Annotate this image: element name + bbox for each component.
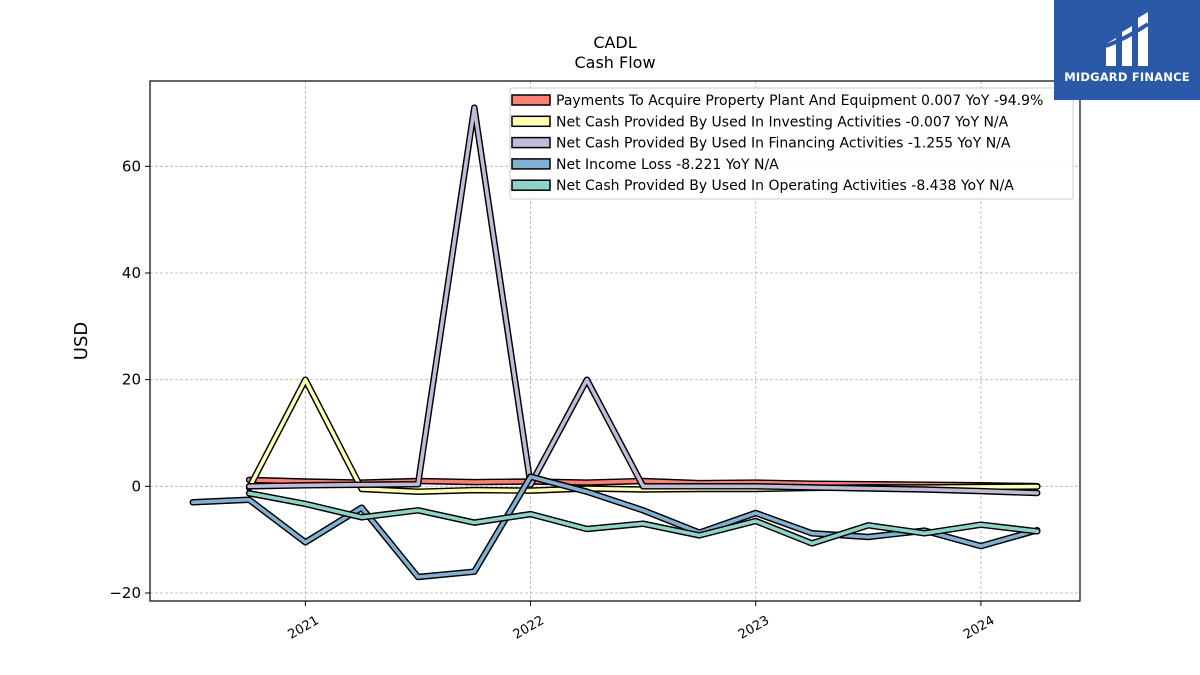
data-point bbox=[979, 485, 983, 489]
chart-title: CADL bbox=[593, 33, 636, 52]
legend-label: Net Income Loss -8.221 YoY N/A bbox=[556, 157, 779, 173]
y-tick-label: 0 bbox=[131, 477, 141, 495]
x-tick-label: 2022 bbox=[511, 613, 547, 643]
data-point bbox=[810, 532, 814, 535]
y-axis-label: USD bbox=[71, 322, 92, 360]
data-point bbox=[754, 511, 757, 515]
data-point bbox=[529, 483, 532, 486]
data-point bbox=[416, 483, 420, 486]
data-point bbox=[416, 575, 420, 579]
data-point bbox=[585, 378, 589, 381]
data-point bbox=[1036, 485, 1039, 488]
data-point bbox=[754, 519, 757, 523]
data-point bbox=[473, 570, 476, 573]
data-point bbox=[247, 485, 251, 488]
legend-box bbox=[509, 87, 1074, 200]
data-point bbox=[698, 534, 701, 537]
data-point bbox=[979, 523, 983, 526]
series-line bbox=[191, 474, 1039, 579]
data-point bbox=[473, 106, 476, 109]
data-point bbox=[416, 509, 420, 512]
data-point bbox=[529, 489, 532, 492]
data-point bbox=[923, 532, 926, 535]
data-point bbox=[641, 509, 645, 512]
data-point bbox=[923, 488, 926, 491]
data-point bbox=[979, 489, 983, 493]
ticks: −20 0 20 40 60 2021 2022 2023 2024 bbox=[109, 157, 997, 642]
data-point bbox=[304, 378, 307, 381]
legend-label: Payments To Acquire Property Plant And E… bbox=[556, 93, 1043, 109]
x-tick-label: 2024 bbox=[961, 613, 997, 643]
data-point bbox=[416, 490, 420, 493]
data-point bbox=[810, 486, 814, 489]
watermark-logo: MIDGARD FINANCE bbox=[1054, 0, 1200, 100]
data-point bbox=[191, 501, 194, 504]
watermark-text: MIDGARD FINANCE bbox=[1064, 70, 1190, 84]
series-outline bbox=[245, 376, 1041, 495]
data-point bbox=[1036, 491, 1039, 495]
x-tick-label: 2023 bbox=[736, 613, 772, 643]
data-point bbox=[360, 506, 363, 509]
data-point bbox=[247, 492, 251, 495]
data-point bbox=[473, 480, 476, 484]
y-tick-label: 20 bbox=[122, 371, 141, 389]
data-point bbox=[473, 521, 476, 524]
data-point bbox=[304, 541, 307, 544]
data-point bbox=[867, 524, 870, 527]
series-layer bbox=[189, 104, 1041, 581]
series-line bbox=[247, 377, 1039, 494]
chart-subtitle: Cash Flow bbox=[574, 53, 655, 72]
series-line bbox=[247, 491, 1039, 546]
data-point bbox=[1036, 530, 1039, 533]
data-point bbox=[867, 487, 870, 490]
y-tick-label: −20 bbox=[109, 584, 141, 602]
data-point bbox=[585, 527, 589, 531]
data-point bbox=[585, 490, 589, 493]
legend: Payments To Acquire Property Plant And E… bbox=[509, 87, 1074, 200]
data-point bbox=[979, 544, 983, 548]
data-point bbox=[585, 481, 589, 484]
y-tick-label: 60 bbox=[122, 157, 141, 175]
legend-swatch bbox=[511, 179, 551, 191]
logo-mark-icon bbox=[1105, 12, 1150, 66]
data-point bbox=[698, 485, 701, 488]
data-point bbox=[304, 502, 307, 506]
data-point bbox=[641, 485, 645, 488]
legend-label: Net Cash Provided By Used In Financing A… bbox=[556, 136, 1011, 152]
data-point bbox=[810, 542, 814, 545]
data-point bbox=[529, 475, 532, 478]
data-point bbox=[641, 522, 645, 525]
x-tick-label: 2021 bbox=[286, 613, 322, 643]
data-point bbox=[304, 484, 307, 487]
data-point bbox=[360, 483, 363, 486]
legend-label: Net Cash Provided By Used In Investing A… bbox=[556, 114, 1009, 130]
data-point bbox=[754, 485, 757, 488]
data-point bbox=[360, 487, 363, 491]
legend-label: Net Cash Provided By Used In Operating A… bbox=[556, 178, 1014, 194]
legend-swatch bbox=[511, 158, 551, 170]
legend-swatch bbox=[511, 136, 551, 149]
legend-swatch bbox=[511, 115, 551, 128]
data-point bbox=[867, 535, 870, 539]
data-point bbox=[529, 512, 532, 516]
y-tick-label: 40 bbox=[122, 264, 141, 282]
legend-swatch bbox=[511, 94, 551, 106]
data-point bbox=[473, 488, 476, 492]
plot-frame bbox=[149, 80, 1081, 602]
data-point bbox=[247, 498, 251, 501]
data-point bbox=[360, 516, 363, 519]
